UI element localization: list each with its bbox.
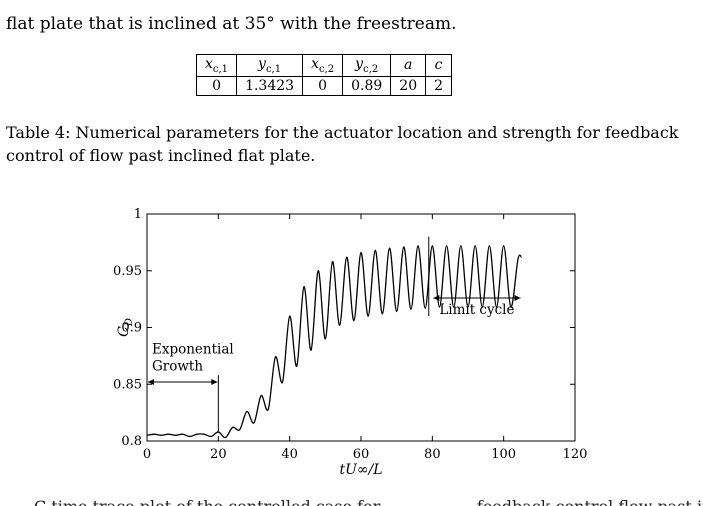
caption-line-2: control of flow past inclined flat plate… xyxy=(6,146,316,165)
chart-axes xyxy=(146,213,576,442)
y-tick-label: 1 xyxy=(134,207,142,222)
table-cell: 1.3423 xyxy=(236,75,304,96)
header-symbol: x xyxy=(311,56,319,72)
header-symbol: y xyxy=(258,56,266,72)
x-tick-label: 80 xyxy=(424,447,441,462)
x-tick-label: 120 xyxy=(563,447,588,462)
cd-series-line xyxy=(146,245,523,439)
table-cell: 0 xyxy=(195,75,238,96)
table-caption: Table 4: Numerical parameters for the ac… xyxy=(6,121,703,167)
header-subscript: c,2 xyxy=(318,63,335,75)
arrow-head-left xyxy=(148,378,154,385)
bottom-caption-fragment: C time trace plot of the controlled case… xyxy=(0,489,703,506)
header-symbol: a xyxy=(404,57,413,74)
plot-frame xyxy=(146,213,576,442)
header-subscript: c,1 xyxy=(212,63,229,75)
x-tick-label: 0 xyxy=(143,447,151,462)
header-symbol: c xyxy=(434,57,443,74)
header-symbol: y xyxy=(355,56,364,72)
arrow-head-left xyxy=(433,294,440,301)
x-tick-label: 60 xyxy=(353,447,370,462)
growth-label-line-2: Growth xyxy=(152,359,203,375)
chart-series xyxy=(146,245,523,439)
x-tick-label: 40 xyxy=(281,447,298,462)
actuator-parameters-table: xc,1 yc,1 xc,2 yc,2 a c 0 1.3423 0 0.89 20 2 xyxy=(195,54,453,96)
header-symbol: x xyxy=(205,56,213,72)
header-subscript: c,2 xyxy=(363,63,379,75)
chart-ticks: 0 20 40 60 80 100 120 0.8 0.85 0.9 0.95 1 tU∞/L CD xyxy=(113,207,587,478)
arrow-head-right xyxy=(514,294,521,301)
x-tick-label: 20 xyxy=(210,447,227,462)
y-tick-label: 0.95 xyxy=(113,264,142,279)
bottom-line-text: C time trace plot of the controlled case… xyxy=(34,497,703,506)
header-subscript: c,1 xyxy=(265,63,282,75)
caption-line-1: Table 4: Numerical parameters for the ac… xyxy=(6,123,679,142)
x-axis-label: tU∞/L xyxy=(339,462,382,478)
limit-cycle-label: Limit cycle xyxy=(439,302,514,318)
y-axis-label: CD xyxy=(116,318,135,337)
table-cell: 0.89 xyxy=(342,75,392,96)
top-line-text: flat plate that is inclined at 35° with … xyxy=(6,14,457,34)
table-cell: 2 xyxy=(425,75,453,96)
arrow-head-right xyxy=(211,378,218,385)
x-tick-label: 100 xyxy=(491,447,516,462)
y-tick-label: 0.85 xyxy=(113,377,142,392)
table-row: 0 1.3423 0 0.89 20 2 xyxy=(195,75,453,96)
y-tick-label: 0.8 xyxy=(121,434,142,449)
y-tick-label: 0.9 xyxy=(121,321,142,336)
growth-label-line-1: Exponential xyxy=(152,342,234,358)
table-cell: 20 xyxy=(390,75,427,96)
top-paragraph-fragment: flat plate that is inclined at 35° with … xyxy=(6,0,703,34)
